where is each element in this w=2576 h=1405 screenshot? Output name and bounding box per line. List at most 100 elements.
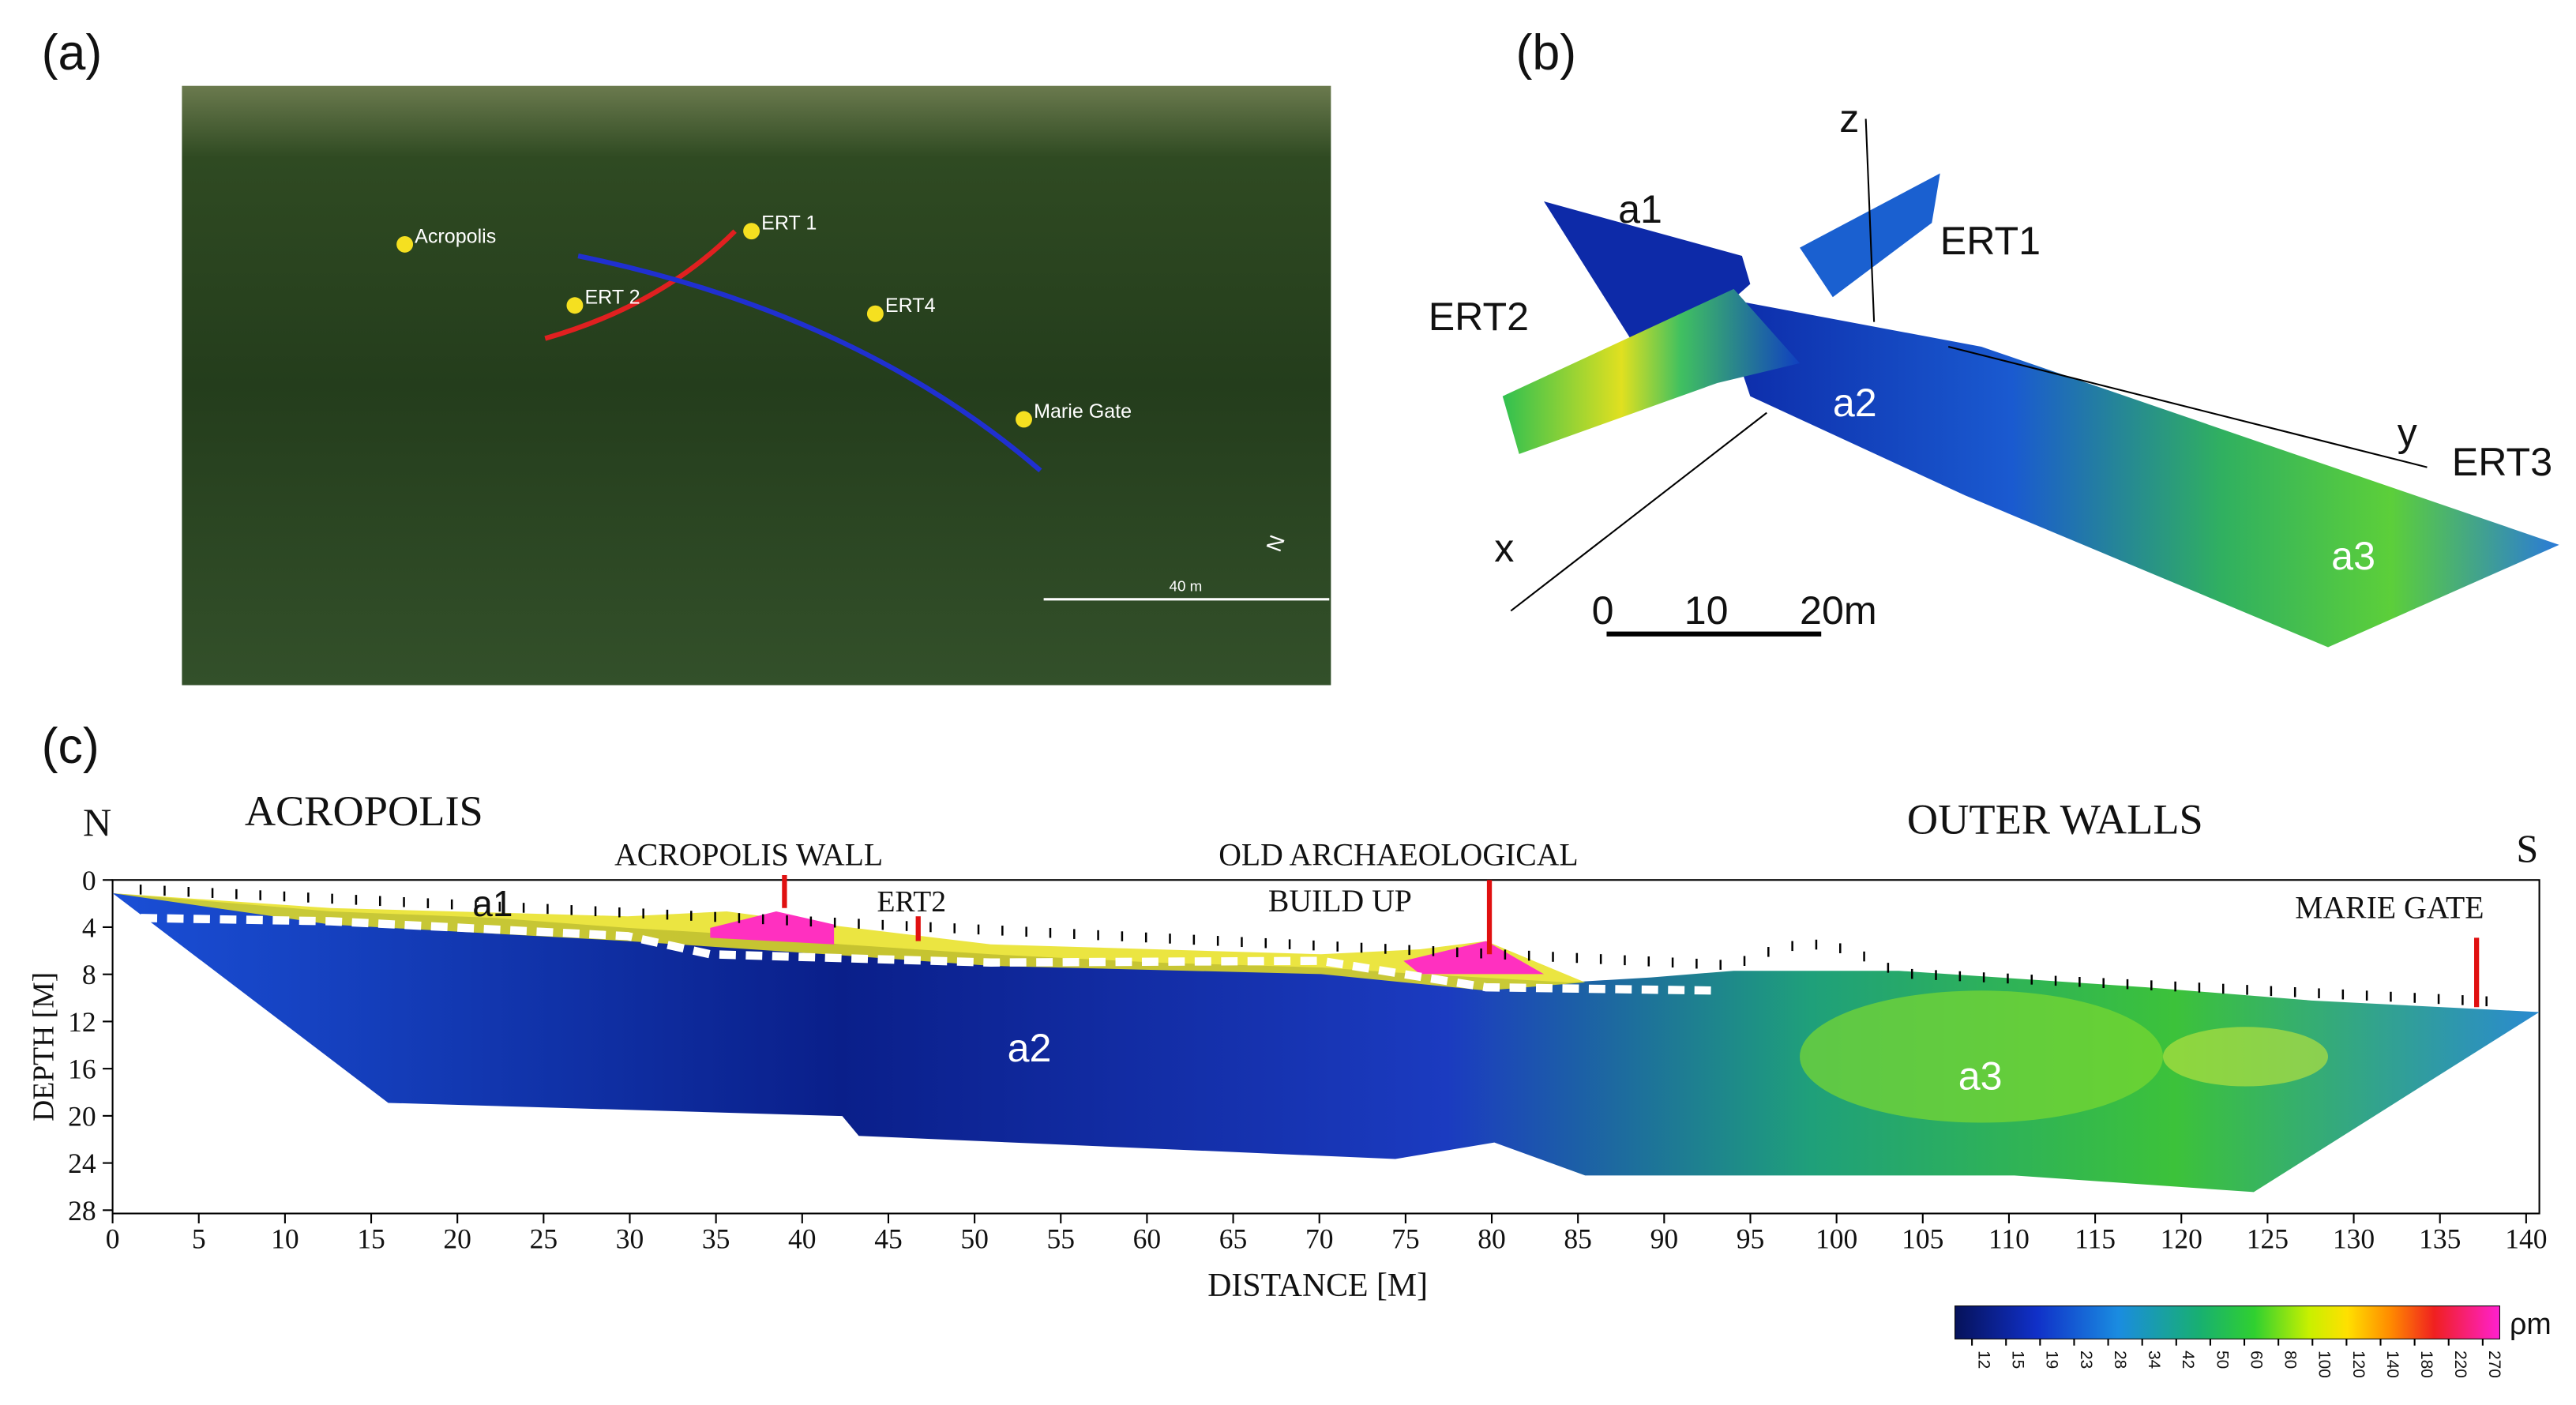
label: a2 [1008, 1026, 1052, 1070]
colorbar-label: 100 [2315, 1351, 2334, 1378]
label: a1 [472, 883, 513, 924]
colorbar-label: 140 [2383, 1351, 2401, 1378]
pin [1016, 411, 1032, 428]
x-tick-label: 80 [1478, 1223, 1506, 1254]
x-tick-label: 75 [1391, 1223, 1420, 1254]
x-tick-label: 40 [788, 1223, 817, 1254]
colorbar-label: 120 [2349, 1351, 2368, 1378]
x-tick-label: 65 [1219, 1223, 1248, 1254]
colorbar-label: 60 [2247, 1351, 2265, 1369]
y-tick-label: 20 [68, 1100, 96, 1132]
y-tick-label: 8 [82, 959, 96, 990]
y-tick-label: 28 [68, 1195, 96, 1227]
pin [743, 223, 760, 240]
x-tick-label: 140 [2505, 1223, 2547, 1254]
y-tick-label: 0 [82, 865, 96, 896]
x-tick-label: 120 [2161, 1223, 2202, 1254]
ert2-section [1502, 288, 1801, 454]
x-tick-label: 55 [1047, 1223, 1076, 1254]
x-tick-label: 25 [530, 1223, 558, 1254]
label: ACROPOLIS WALL [614, 837, 883, 872]
pin [866, 305, 884, 322]
label: BUILD UP [1268, 884, 1412, 919]
ert-line [544, 229, 737, 341]
place-label: Marie Gate [1034, 400, 1132, 423]
colorbar-label: 180 [2417, 1351, 2435, 1378]
label: ACROPOLIS [245, 787, 483, 835]
colorbar-label: 28 [2111, 1351, 2129, 1369]
colorbar [1955, 1305, 2500, 1339]
panel-label: (a) [42, 25, 103, 81]
scale-label: 10 [1684, 588, 1729, 633]
label: OLD ARCHAEOLOGICAL [1219, 837, 1578, 872]
x-tick-label: 0 [106, 1223, 120, 1254]
plot-frame [111, 879, 2540, 1215]
axis-label: x [1494, 526, 1514, 570]
x-axis [1510, 411, 1767, 612]
label: ERT2 [1429, 295, 1529, 339]
label: OUTER WALLS [1907, 796, 2203, 843]
pin [396, 235, 414, 253]
colorbar-label: 23 [2077, 1351, 2095, 1369]
ert-line [577, 253, 1042, 473]
x-tick-label: 35 [702, 1223, 730, 1254]
place-label: ERT4 [885, 295, 936, 317]
scale-label: 0 [1592, 588, 1614, 633]
x-tick-label: 105 [1902, 1223, 1943, 1254]
colorbar-unit: ρm [2510, 1307, 2552, 1340]
colorbar-label: 42 [2179, 1351, 2197, 1369]
x-tick-label: 15 [357, 1223, 385, 1254]
place-label: ERT 2 [584, 287, 640, 309]
colorbar-label: 220 [2451, 1351, 2469, 1378]
x-tick-label: 90 [1650, 1223, 1679, 1254]
x-tick-label: 5 [192, 1223, 206, 1254]
anomaly [710, 911, 835, 945]
colorbar-label: 270 [2485, 1351, 2503, 1378]
y-axis-label: DEPTH [M] [27, 972, 60, 1121]
label: S [2516, 826, 2538, 870]
x-tick-label: 45 [874, 1223, 903, 1254]
colorbar-label: 80 [2281, 1351, 2300, 1369]
x-tick-label: 50 [960, 1223, 989, 1254]
axis-label: y [2398, 410, 2417, 454]
anomaly [1403, 941, 1545, 975]
label: ERT3 [2452, 440, 2552, 484]
anomaly [1800, 990, 2163, 1123]
x-tick-label: 125 [2247, 1223, 2289, 1254]
x-tick-label: 60 [1133, 1223, 1162, 1254]
x-tick-label: 85 [1564, 1223, 1592, 1254]
colorbar-label: 19 [2043, 1351, 2061, 1369]
y-tick-label: 4 [82, 911, 96, 943]
x-tick-label: 130 [2333, 1223, 2375, 1254]
x-tick-label: 70 [1305, 1223, 1334, 1254]
y-tick-label: 12 [68, 1006, 96, 1038]
colorbar-label: 50 [2213, 1351, 2231, 1369]
electrodes [139, 885, 2488, 1007]
x-tick-label: 110 [1988, 1223, 2030, 1254]
interface-line [141, 914, 1718, 995]
panel-label: (c) [42, 719, 100, 774]
label: MARIE GATE [2295, 890, 2484, 925]
colorbar-label: 15 [2009, 1351, 2027, 1369]
y-axis [1947, 345, 2428, 468]
place-label: Acropolis [415, 225, 496, 247]
x-tick-label: 100 [1816, 1223, 1857, 1254]
label: a1 [1618, 187, 1662, 231]
anomaly [2162, 1027, 2329, 1087]
x-tick-label: 135 [2419, 1223, 2461, 1254]
x-tick-label: 10 [271, 1223, 299, 1254]
x-axis-label: DISTANCE [M] [1207, 1268, 1428, 1304]
place-label: ERT 1 [761, 212, 817, 235]
colorbar-label: 34 [2145, 1351, 2163, 1369]
label: a3 [1958, 1054, 2003, 1099]
pin [566, 297, 584, 314]
label: ERT2 [877, 885, 946, 919]
ert3-section [1717, 297, 2559, 648]
satellite-image [182, 85, 1331, 686]
label: ERT1 [1940, 219, 2041, 263]
x-tick-label: 20 [443, 1223, 471, 1254]
x-tick-label: 115 [2075, 1223, 2116, 1254]
y-tick-label: 24 [68, 1148, 96, 1179]
scale-label: 20m [1800, 588, 1877, 633]
anomaly [112, 892, 1586, 991]
